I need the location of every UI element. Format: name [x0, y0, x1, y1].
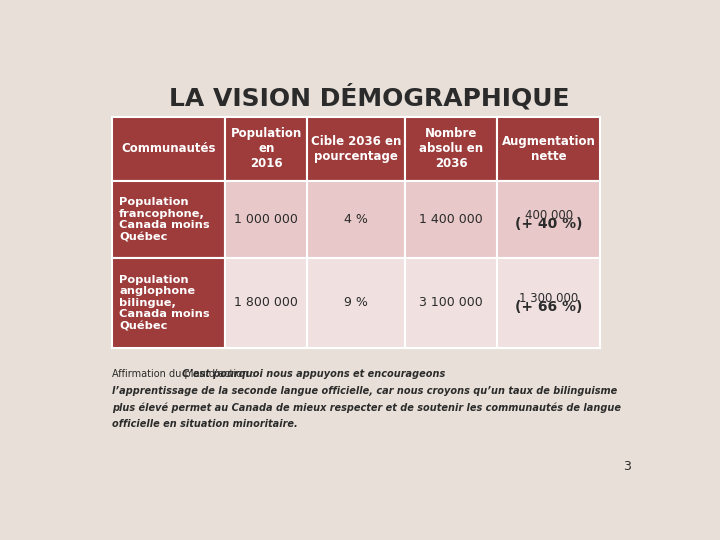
Text: l’apprentissage de la seconde langue officielle, car nous croyons qu’un taux de : l’apprentissage de la seconde langue off…	[112, 386, 618, 396]
Text: (+ 66 %): (+ 66 %)	[515, 300, 582, 314]
Bar	[307, 258, 405, 348]
Text: 400 000: 400 000	[525, 209, 572, 222]
Bar	[225, 117, 307, 181]
Text: Population
francophone,
Canada moins
Québec: Population francophone, Canada moins Qué…	[119, 197, 210, 242]
Text: C’est pourquoi nous appuyons et encourageons: C’est pourquoi nous appuyons et encourag…	[181, 369, 445, 379]
Text: (+ 40 %): (+ 40 %)	[515, 217, 582, 231]
Text: Population
en
2016: Population en 2016	[230, 127, 302, 171]
Bar	[112, 181, 225, 258]
Bar	[405, 181, 498, 258]
Bar	[112, 258, 225, 348]
Bar	[498, 181, 600, 258]
Bar	[225, 258, 307, 348]
Text: LA VISION DÉMOGRAPHIQUE: LA VISION DÉMOGRAPHIQUE	[168, 84, 570, 110]
Text: Augmentation
nette: Augmentation nette	[502, 135, 595, 163]
Text: Affirmation du plan d’action :: Affirmation du plan d’action :	[112, 369, 258, 379]
Bar	[307, 181, 405, 258]
Text: 4 %: 4 %	[344, 213, 368, 226]
Text: 1 400 000: 1 400 000	[419, 213, 483, 226]
Text: Nombre
absolu en
2036: Nombre absolu en 2036	[419, 127, 483, 171]
Text: 3 100 000: 3 100 000	[419, 296, 483, 309]
Text: plus élevé permet au Canada de mieux respecter et de soutenir les communautés de: plus élevé permet au Canada de mieux res…	[112, 402, 621, 413]
Text: 1 300 000: 1 300 000	[519, 292, 578, 305]
Bar	[112, 117, 225, 181]
Text: 1 800 000: 1 800 000	[235, 296, 298, 309]
Text: 3: 3	[624, 460, 631, 473]
Bar	[405, 117, 498, 181]
Bar	[498, 258, 600, 348]
Text: Population
anglophone
bilingue,
Canada moins
Québec: Population anglophone bilingue, Canada m…	[119, 275, 210, 331]
Bar	[225, 181, 307, 258]
Bar	[498, 117, 600, 181]
Bar	[405, 258, 498, 348]
Text: 1 000 000: 1 000 000	[235, 213, 298, 226]
Text: 9 %: 9 %	[344, 296, 368, 309]
Text: Communautés: Communautés	[122, 143, 216, 156]
Text: Cible 2036 en
pourcentage: Cible 2036 en pourcentage	[311, 135, 401, 163]
Text: officielle en situation minoritaire.: officielle en situation minoritaire.	[112, 419, 298, 429]
Bar	[307, 117, 405, 181]
